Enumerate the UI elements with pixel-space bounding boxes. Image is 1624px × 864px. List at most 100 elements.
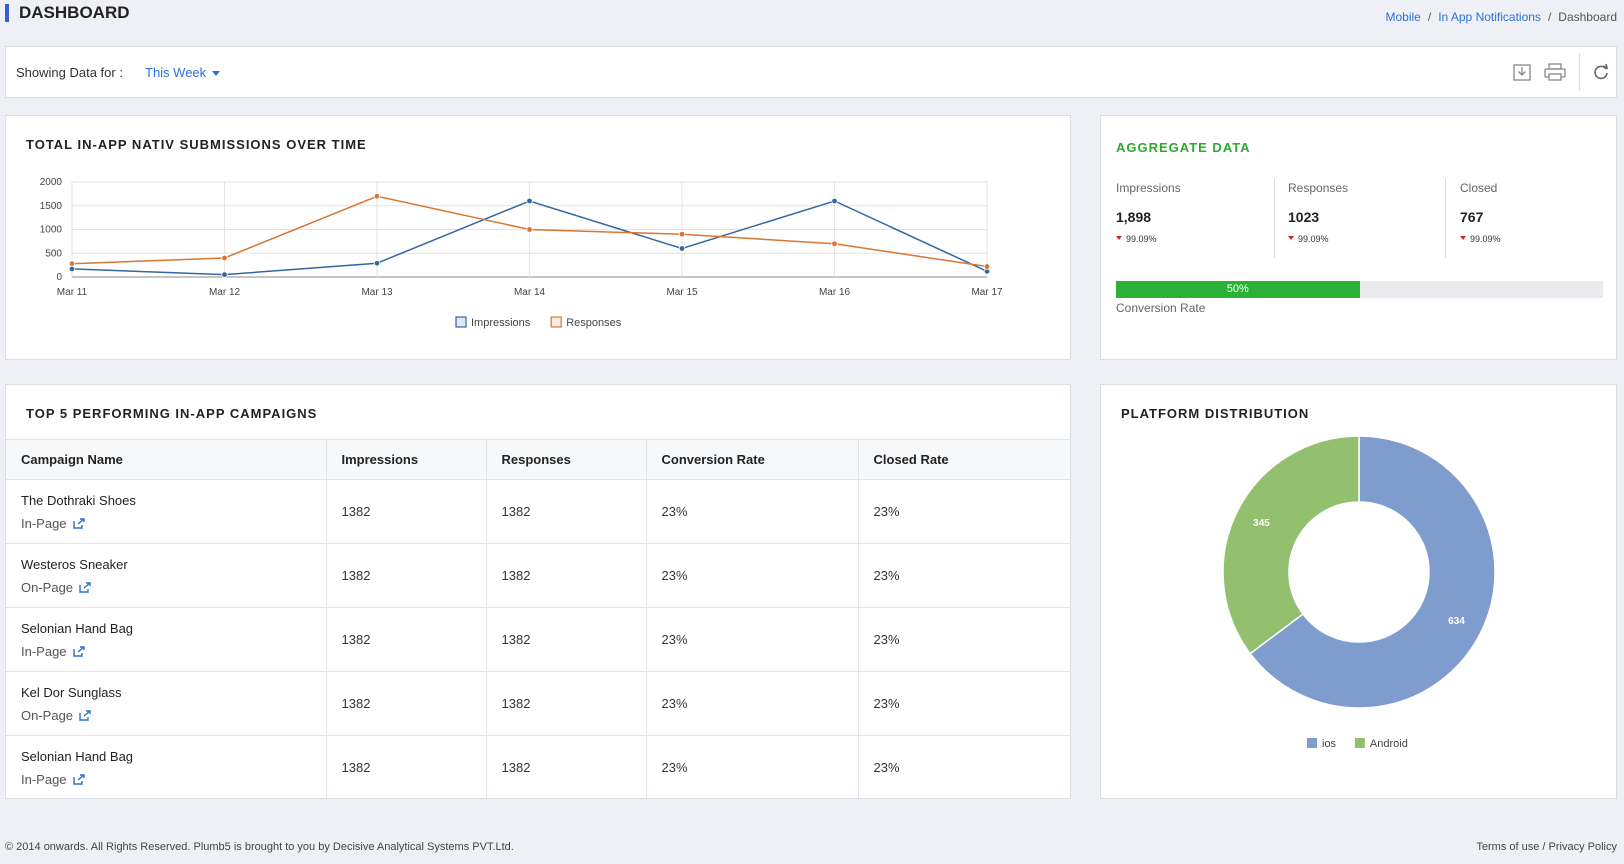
conversion-cell: 23% [646, 735, 859, 800]
metric-closed: Closed 767 99.09% [1460, 181, 1624, 259]
impressions-cell: 1382 [326, 479, 487, 544]
column-header-campaign-name[interactable]: Campaign Name [6, 439, 327, 480]
metric-responses: Responses 1023 99.09% [1288, 181, 1458, 259]
campaign-type: On-Page [21, 708, 326, 723]
campaign-type: In-Page [21, 516, 326, 531]
legend-swatch [455, 316, 467, 328]
campaign-name[interactable]: Selonian Hand Bag [21, 620, 134, 636]
legend-label: Impressions [471, 317, 531, 329]
down-arrow-icon [1288, 236, 1294, 240]
metric-label: Closed [1460, 181, 1498, 195]
column-header-conversion-rate[interactable]: Conversion Rate [646, 439, 859, 480]
impressions-cell: 1382 [326, 735, 487, 800]
column-header-impressions[interactable]: Impressions [326, 439, 487, 480]
x-tick-label: Mar 17 [971, 287, 1003, 298]
page-title: DASHBOARD [5, 4, 130, 22]
x-tick-label: Mar 13 [361, 287, 393, 298]
down-arrow-icon [1460, 236, 1466, 240]
caret-down-icon [212, 71, 221, 77]
campaign-name[interactable]: Westeros Sneaker [21, 556, 128, 572]
column-header-responses[interactable]: Responses [486, 439, 647, 480]
conversion-cell: 23% [646, 671, 859, 736]
metric-change: 99.09% [1460, 234, 1624, 244]
table-row: Kel Dor Sunglass On-Page 1382 1382 23% 23% [6, 671, 1070, 736]
aggregate-title: AGGREGATE DATA [1116, 140, 1251, 155]
metric-change-value: 99.09% [1470, 234, 1501, 244]
filter-bar: Showing Data for : This Week [5, 46, 1617, 98]
terms-link[interactable]: Terms of use [1476, 841, 1540, 853]
data-point-responses [373, 193, 381, 200]
campaign-cell: The Dothraki Shoes In-Page [6, 479, 327, 544]
x-tick-label: Mar 11 [57, 287, 88, 298]
metric-divider [1274, 178, 1275, 258]
date-range-dropdown[interactable]: This Week [145, 65, 221, 80]
campaign-name[interactable]: Kel Dor Sunglass [21, 684, 122, 700]
responses-cell: 1382 [486, 671, 647, 736]
campaign-cell: Selonian Hand Bag In-Page [6, 735, 327, 800]
external-link-icon[interactable] [72, 645, 85, 657]
responses-cell: 1382 [486, 735, 647, 800]
platform-panel: PLATFORM DISTRIBUTION 634 345 ios Android [1100, 384, 1617, 799]
download-icon[interactable] [1511, 61, 1533, 83]
conversion-progress-fill: 50% [1116, 281, 1360, 298]
data-point-impressions [373, 260, 381, 267]
toolbar-divider [1579, 53, 1580, 91]
data-point-impressions [678, 245, 686, 252]
data-point-impressions [831, 197, 838, 205]
responses-cell: 1382 [486, 543, 647, 608]
donut-slice-ios [1249, 435, 1496, 709]
data-point-responses [678, 231, 686, 238]
submissions-chart-panel: TOTAL IN-APP NATIV SUBMISSIONS OVER TIME… [5, 115, 1071, 360]
privacy-link[interactable]: Privacy Policy [1548, 841, 1617, 853]
external-link-icon[interactable] [72, 774, 85, 785]
campaign-name[interactable]: Selonian Hand Bag [21, 748, 134, 764]
y-tick-label: 500 [45, 248, 62, 259]
campaign-cell: Selonian Hand Bag In-Page [6, 607, 327, 672]
legend-label: Android [1370, 738, 1408, 750]
campaigns-title: TOP 5 PERFORMING IN-APP CAMPAIGNS [26, 406, 318, 421]
metric-label: Responses [1288, 181, 1349, 195]
responses-cell: 1382 [486, 479, 647, 544]
submissions-chart-title: TOTAL IN-APP NATIV SUBMISSIONS OVER TIME [26, 137, 367, 152]
platform-donut-chart: 634 345 ios Android [1222, 435, 1496, 750]
metric-label: Impressions [1116, 181, 1181, 195]
submissions-line-chart: 0 500 1000 1500 2000 Mar 11 Mar 12 Mar 13 Mar 14… [40, 177, 1003, 329]
table-header-row: Campaign Name Impressions Responses Conv… [6, 439, 1070, 480]
metric-value: 1023 [1288, 209, 1320, 225]
responses-cell: 1382 [486, 607, 647, 672]
impressions-cell: 1382 [326, 543, 487, 608]
x-tick-label: Mar 12 [209, 287, 241, 298]
campaigns-table: Campaign Name Impressions Responses Conv… [6, 439, 1070, 800]
breadcrumb-in-app-link[interactable]: In App Notifications [1438, 10, 1541, 24]
refresh-icon[interactable] [1591, 61, 1611, 83]
campaigns-panel: TOP 5 PERFORMING IN-APP CAMPAIGNS Campai… [5, 384, 1071, 800]
campaign-type: In-Page [21, 644, 326, 659]
metric-impressions: Impressions 1,898 99.09% [1116, 181, 1286, 259]
external-link-icon[interactable] [72, 517, 85, 529]
print-icon[interactable] [1543, 61, 1567, 83]
campaign-type-label: On-Page [21, 579, 74, 595]
table-row: Selonian Hand Bag In-Page 1382 1382 23% 23% [6, 735, 1070, 800]
table-row: Selonian Hand Bag In-Page 1382 1382 23% 23% [6, 607, 1070, 672]
legend-swatch [550, 316, 562, 328]
breadcrumb: Mobile / In App Notifications / Dashboard [1385, 10, 1618, 24]
down-arrow-icon [1116, 236, 1122, 240]
filter-label: Showing Data for : [16, 65, 123, 80]
campaign-type: On-Page [21, 580, 326, 595]
column-header-closed-rate[interactable]: Closed Rate [858, 439, 1070, 480]
campaign-name[interactable]: The Dothraki Shoes [21, 492, 136, 508]
metric-change-value: 99.09% [1126, 234, 1157, 244]
external-link-icon[interactable] [79, 581, 91, 593]
external-link-icon[interactable] [79, 709, 91, 721]
footer-links: Terms of use / Privacy Policy [1476, 841, 1617, 853]
donut-value-label: 634 [1448, 616, 1465, 627]
data-point-impressions [221, 271, 228, 278]
metric-change-value: 99.09% [1298, 234, 1329, 244]
data-point-responses [221, 254, 228, 262]
date-range-value: This Week [145, 65, 207, 80]
metric-value: 1,898 [1116, 209, 1152, 225]
data-point-responses [68, 260, 76, 267]
data-point-responses [831, 240, 838, 247]
data-point-impressions [526, 197, 533, 205]
breadcrumb-mobile-link[interactable]: Mobile [1385, 10, 1421, 24]
